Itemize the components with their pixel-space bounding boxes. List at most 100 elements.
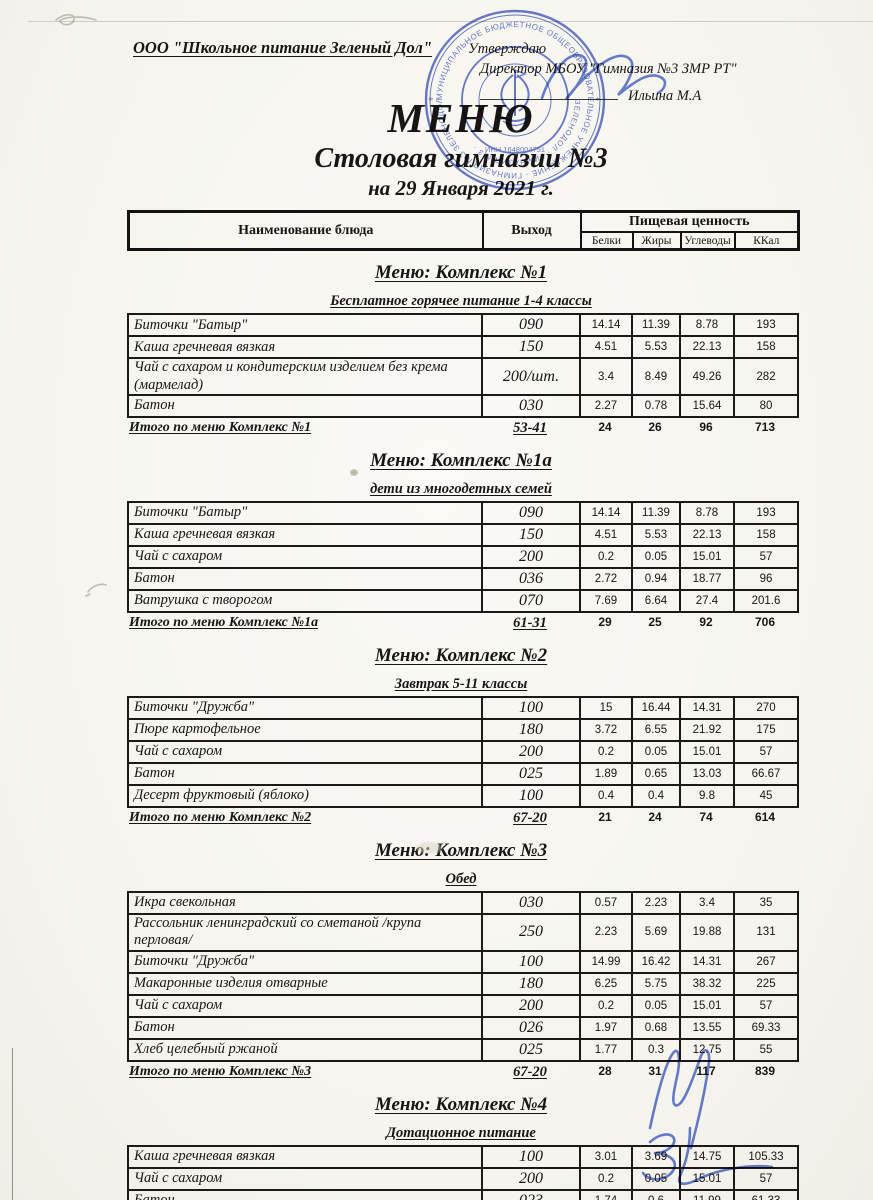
menu-complex-section: Меню: Комплекс №3 Обед Икра свекольная 030 0… [0,840,873,1083]
menu-complex-section: Меню: Комплекс №4 Дотационное питание Каша… [0,1094,873,1200]
dish-name-cell: Чай с сахаром [127,545,483,570]
carbs-cell: 15.01 [679,993,735,1018]
total-kcal: 614 [754,810,776,825]
table-row: Чай с сахаром 200 0.2 0.05 15.01 57 [127,993,799,1018]
portion-cell: 180 [481,718,581,743]
portion-cell: 200 [481,545,581,570]
fat-cell: 0.05 [631,993,681,1018]
total-fat: 31 [648,1063,662,1078]
kcal-cell: 45 [733,784,799,809]
table-row: Чай с сахаром и кондитерским изделием бе… [127,357,799,397]
carbs-cell: 13.03 [679,762,735,787]
fat-cell: 3.69 [631,1144,681,1169]
kcal-cell: 66.67 [733,762,799,787]
protein-cell: 1.89 [579,762,633,787]
kcal-cell: 225 [733,971,799,996]
total-label: Итого по меню Комплекс №1 [129,420,312,436]
title-block: МЕНЮ Столовая гимназии №3 на 29 Января 2… [127,97,795,200]
table-row: Биточки "Батыр" 090 14.14 11.39 8.78 193 [127,501,799,526]
menu-table: Биточки "Батыр" 090 14.14 11.39 8.78 193 Каша … [127,501,799,614]
menu-table: Биточки "Дружба" 100 15 16.44 14.31 270 Пюре к… [127,696,799,809]
signature-line [480,87,618,101]
fat-cell: 16.42 [631,949,681,974]
protein-cell: 15 [579,696,633,721]
table-row: Каша гречневая вязкая 100 3.01 3.69 14.75 105… [127,1144,799,1169]
carbs-cell: 13.55 [679,1015,735,1040]
kcal-cell: 282 [733,357,799,397]
carbs-cell: 15.01 [679,1166,735,1191]
dish-name-cell: Каша гречневая вязкая [127,1144,483,1169]
fat-cell: 5.53 [631,523,681,548]
table-row: Батон 036 2.72 0.94 18.77 96 [127,567,799,592]
fat-cell: 2.23 [631,891,681,916]
header-nutrition: Пищевая ценность [579,210,800,234]
fat-cell: 0.05 [631,1166,681,1191]
portion-cell: 090 [481,501,581,526]
fat-cell: 8.49 [631,357,681,397]
table-row: Батон 030 2.27 0.78 15.64 80 [127,394,799,419]
total-kcal: 706 [754,615,776,630]
table-row: Биточки "Дружба" 100 14.99 16.42 14.31 267 [127,949,799,974]
total-protein: 24 [598,420,612,435]
complex-title: Меню: Комплекс №2 [374,645,548,667]
portion-cell: 200/шт. [481,357,581,397]
portion-cell: 025 [481,762,581,787]
dish-name-cell: Батон [127,394,483,419]
menu-complex-section: Меню: Комплекс №2 Завтрак 5-11 классы Бито… [0,645,873,829]
column-header-table: Наименование блюда Выход Пищевая ценност… [127,210,801,252]
dish-name-cell: Биточки "Батыр" [127,313,483,338]
portion-cell: 023 [481,1188,581,1200]
portion-cell: 200 [481,740,581,765]
fat-cell: 6.64 [631,589,681,614]
dish-name-cell: Батон [127,1015,483,1040]
carbs-cell: 12.75 [679,1037,735,1062]
total-row: Итого по меню Комплекс №2 67-20 21 24 74 614 [127,809,797,829]
dish-name-cell: Биточки "Дружба" [127,949,483,974]
carbs-cell: 11.99 [679,1188,735,1200]
carbs-cell: 14.31 [679,949,735,974]
carbs-cell: 14.75 [679,1144,735,1169]
complex-title: Меню: Комплекс №1 [374,262,548,284]
protein-cell: 1.77 [579,1037,633,1062]
total-row: Итого по меню Комплекс №1 53-41 24 26 96 713 [127,419,797,439]
dish-name-cell: Батон [127,567,483,592]
kcal-cell: 193 [733,501,799,526]
protein-cell: 7.69 [579,589,633,614]
carbs-cell: 21.92 [679,718,735,743]
protein-cell: 14.14 [579,501,633,526]
fat-cell: 11.39 [631,501,681,526]
total-protein: 28 [598,1063,612,1078]
protein-cell: 3.01 [579,1144,633,1169]
table-row: Биточки "Батыр" 090 14.14 11.39 8.78 193 [127,313,799,338]
kcal-cell: 270 [733,696,799,721]
dish-name-cell: Чай с сахаром [127,993,483,1018]
total-out: 61-31 [513,615,547,632]
dish-name-cell: Макаронные изделия отварные [127,971,483,996]
header-dish-name: Наименование блюда [127,210,484,251]
table-row: Пюре картофельное 180 3.72 6.55 21.92 175 [127,718,799,743]
director-line: Директор МБОУ "Гимназия №3 ЗМР РТ" [480,60,737,77]
approval-block: Утверждаю Директор МБОУ "Гимназия №3 ЗМР… [468,40,737,107]
menu-table: Каша гречневая вязкая 100 3.01 3.69 14.75 105… [127,1144,799,1200]
table-row: Биточки "Дружба" 100 15 16.44 14.31 270 [127,696,799,721]
fat-cell: 0.68 [631,1015,681,1040]
kcal-cell: 158 [733,335,799,360]
table-row: Чай с сахаром 200 0.2 0.05 15.01 57 [127,545,799,570]
complex-subtitle: Дотационное питание [386,1124,536,1141]
total-out: 67-20 [513,1063,547,1080]
complex-subtitle: Завтрак 5-11 классы [394,676,528,693]
header-carbs: Углеводы [679,231,736,251]
protein-cell: 0.2 [579,1166,633,1191]
protein-cell: 6.25 [579,971,633,996]
portion-cell: 200 [481,1166,581,1191]
kcal-cell: 57 [733,740,799,765]
kcal-cell: 69.33 [733,1015,799,1040]
table-row: Макаронные изделия отварные 180 6.25 5.75 38… [127,971,799,996]
protein-cell: 0.2 [579,740,633,765]
fat-cell: 0.65 [631,762,681,787]
carbs-cell: 38.32 [679,971,735,996]
table-row: Батон 026 1.97 0.68 13.55 69.33 [127,1015,799,1040]
portion-cell: 036 [481,567,581,592]
carbs-cell: 15.64 [679,394,735,419]
